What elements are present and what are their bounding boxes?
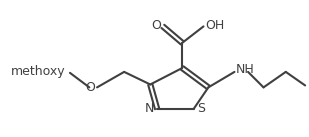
Text: OH: OH [205,19,225,32]
Text: methoxy: methoxy [11,65,65,78]
Text: O: O [85,81,95,94]
Text: O: O [151,19,161,32]
Text: S: S [197,102,205,115]
Text: N: N [145,102,154,115]
Text: NH: NH [235,63,254,76]
